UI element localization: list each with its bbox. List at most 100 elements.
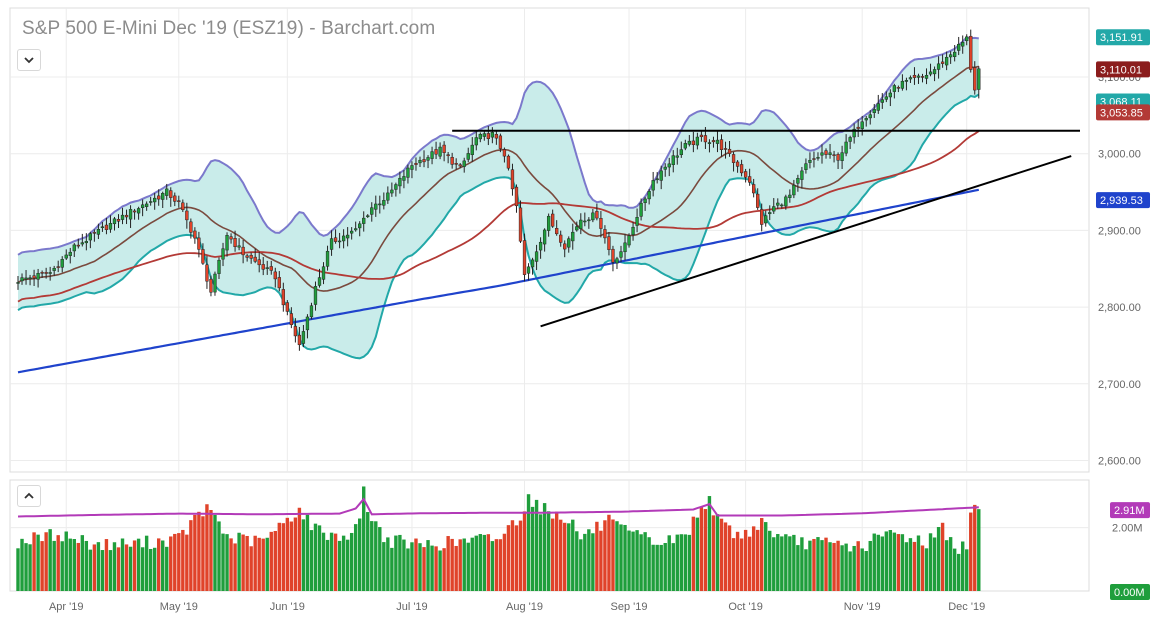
candle-down	[518, 207, 523, 242]
candle-up	[128, 209, 133, 220]
volume-bar-up	[534, 499, 539, 591]
bollinger-band-fill	[18, 37, 979, 359]
volume-bar-down	[56, 535, 60, 591]
candle-up	[36, 272, 40, 280]
volume-bar-up	[784, 534, 788, 591]
volume-bar-down	[563, 522, 567, 591]
candle-down	[739, 164, 744, 174]
axis-labels: 2,600.00 2,700.00 2,800.00 2,900.00 3,000.00…	[49, 72, 1143, 613]
candle-up	[567, 238, 571, 248]
candle-down	[257, 259, 261, 266]
candle-down	[498, 135, 503, 149]
volume-bar-down	[434, 546, 438, 591]
candle-up	[707, 142, 712, 144]
volume-bar-up	[788, 536, 792, 591]
volume-bar-up	[965, 549, 969, 591]
candle-up	[466, 153, 470, 160]
candle-up	[140, 204, 145, 208]
volume-bar-up	[635, 530, 639, 591]
volume-bar-up	[764, 522, 768, 591]
candle-down	[253, 256, 257, 262]
volume-bar-up	[394, 535, 398, 591]
volume-bar-down	[920, 545, 925, 591]
volume-bar-down	[205, 504, 209, 591]
candle-up	[221, 248, 225, 260]
candle-down	[446, 154, 450, 157]
candle-up	[317, 277, 322, 286]
volume-bar-up	[406, 548, 410, 591]
volume-bar-down	[293, 517, 298, 591]
volume-bar-down	[241, 534, 245, 591]
candle-down	[281, 289, 285, 306]
candle-down	[269, 266, 273, 271]
volume-bar-up	[60, 541, 64, 591]
volume-bar-up	[615, 521, 619, 591]
volume-bar-down	[193, 514, 197, 591]
candle-up	[631, 226, 635, 235]
volume-bar-down	[760, 518, 764, 591]
candle-up	[583, 220, 587, 223]
candle-up	[800, 170, 804, 180]
volume-bar-up	[643, 532, 647, 591]
candle-down	[940, 61, 945, 64]
volume-bar-up	[72, 539, 76, 591]
volume-bar-down	[289, 521, 294, 591]
candle-up	[587, 219, 591, 222]
volume-bar-down	[699, 506, 704, 591]
volume-average-line	[17, 497, 979, 518]
candle-down	[611, 248, 615, 263]
volume-bar-up	[313, 523, 318, 591]
volume-bar-up	[152, 547, 157, 591]
volume-bar-up	[820, 540, 824, 591]
candle-down	[209, 278, 213, 293]
candle-up	[430, 151, 434, 159]
volume-bar-down	[755, 529, 760, 591]
candle-down	[249, 254, 253, 259]
candle-up	[341, 235, 346, 242]
volume-bar-up	[24, 543, 28, 591]
candle-down	[414, 163, 418, 165]
candle-down	[691, 140, 696, 145]
volume-pane-toggle-button[interactable]	[17, 485, 41, 507]
volume-bar-up	[631, 531, 635, 591]
x-tick-label: Oct '19	[728, 601, 763, 613]
volume-bar-up	[695, 517, 700, 591]
price-pane-toggle-button[interactable]	[17, 49, 41, 71]
volume-bar-up	[349, 532, 354, 591]
x-tick-label: Apr '19	[49, 601, 84, 613]
candle-down	[205, 264, 209, 282]
volume-bar-up	[128, 546, 133, 591]
candle-up	[619, 251, 623, 258]
volume-bar-up	[466, 542, 470, 591]
candle-up	[579, 219, 583, 229]
chart-title: S&P 500 E-Mini Dec '19 (ESZ19) - Barchar…	[22, 18, 436, 39]
candle-down	[293, 326, 298, 337]
candle-up	[828, 152, 832, 155]
candle-up	[651, 180, 655, 191]
volume-bar-up	[904, 542, 909, 591]
volume-bar-up	[880, 536, 884, 591]
candle-up	[663, 166, 667, 170]
candle-down	[233, 238, 237, 248]
volume-bar-down	[229, 538, 233, 591]
volume-bar-up	[345, 539, 350, 591]
candle-up	[671, 155, 675, 165]
support-trendline	[540, 155, 1072, 328]
volume-bar-up	[28, 544, 32, 591]
candle-down	[522, 240, 527, 275]
candle-down	[201, 249, 205, 264]
candle-up	[418, 159, 422, 164]
volume-bar-up	[804, 549, 808, 591]
volume-bar-up	[800, 537, 804, 591]
candle-up	[149, 201, 153, 203]
candle-down	[132, 210, 137, 213]
candle-up	[112, 218, 117, 225]
candlestick-series	[16, 29, 981, 351]
volume-bar-up	[659, 544, 663, 591]
candle-up	[72, 244, 76, 252]
volume-bar-down	[173, 533, 177, 591]
volume-bar-up	[370, 521, 374, 591]
volume-bar-up	[161, 540, 165, 591]
